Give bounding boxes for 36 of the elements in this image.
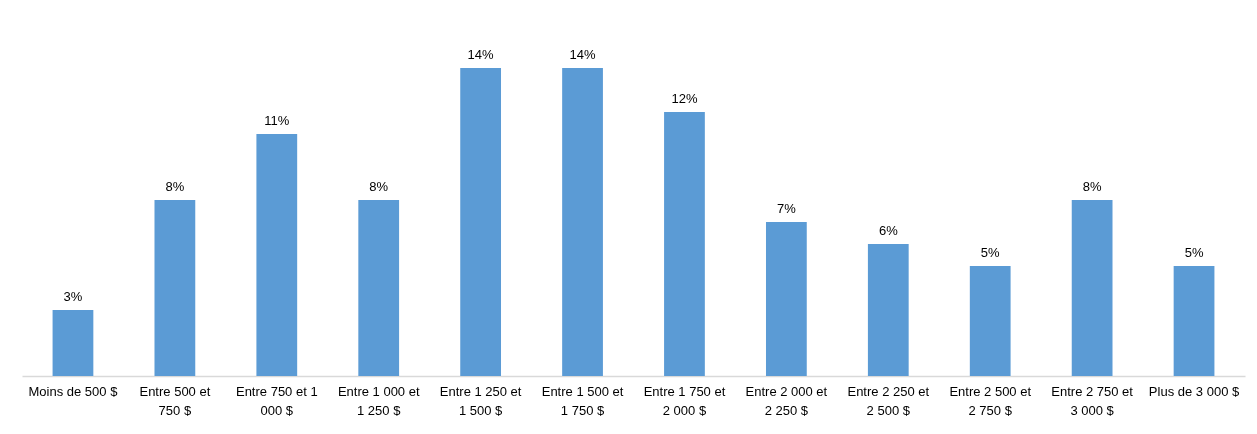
x-tick-label: Plus de 3 000 $: [1148, 383, 1240, 399]
x-tick-label: Entre 1 250 et 1 500 $: [439, 383, 522, 418]
x-tick-label: Entre 500 et 750 $: [139, 383, 211, 418]
data-label: 8%: [165, 179, 185, 194]
data-label: 12%: [671, 91, 698, 106]
bar: [358, 200, 400, 376]
bar: [154, 200, 196, 376]
data-label: 8%: [1082, 179, 1102, 194]
bar: [1071, 200, 1113, 376]
data-label: 8%: [369, 179, 389, 194]
bar: [460, 68, 502, 376]
x-tick-label: Entre 2 000 et 2 250 $: [745, 383, 828, 418]
x-tick-label: Moins de 500 $: [28, 383, 119, 399]
data-label: 7%: [776, 201, 797, 216]
bar: [562, 68, 603, 376]
data-label: 6%: [878, 223, 899, 238]
bar: [969, 266, 1011, 376]
bar: [765, 222, 807, 376]
data-label: 5%: [1184, 245, 1204, 260]
x-tick-label: Entre 2 750 et 3 000 $: [1051, 383, 1134, 418]
x-tick-label: Entre 750 et 1 000 $: [235, 383, 318, 418]
bar: [867, 244, 909, 376]
x-tick-label: Entre 1 000 et 1 250 $: [337, 383, 420, 418]
bar: [52, 310, 94, 376]
data-label: 11%: [264, 113, 290, 128]
bar: [1173, 266, 1215, 376]
x-tick-label: Entre 1 500 et 1 750 $: [541, 383, 624, 418]
data-label: 14%: [569, 47, 596, 62]
x-tick-label: Entre 2 250 et 2 500 $: [847, 383, 930, 418]
x-tick-label: Entre 1 750 et 2 000 $: [643, 383, 726, 418]
data-label: 14%: [467, 47, 495, 62]
data-label: 3%: [63, 289, 83, 304]
data-label: 5%: [980, 245, 1001, 260]
bar: [664, 112, 705, 376]
x-tick-label: Entre 2 500 et 2 750 $: [949, 383, 1032, 418]
bar: [256, 134, 298, 376]
